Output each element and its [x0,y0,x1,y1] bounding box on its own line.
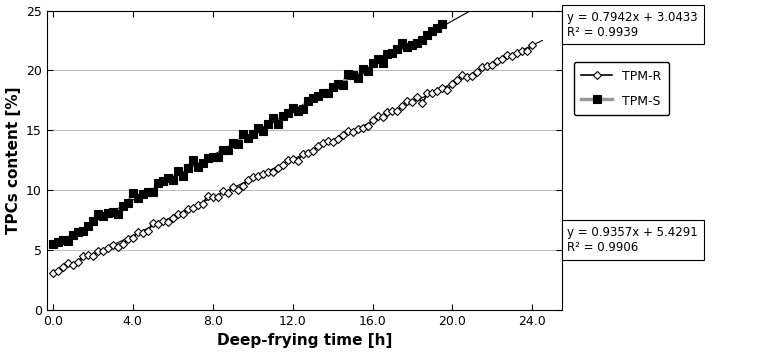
Line: TPM-S: TPM-S [49,20,446,248]
TPM-R [528,42,537,47]
X-axis label: Deep-frying time [h]: Deep-frying time [h] [217,333,392,348]
Text: y = 0.9357x + 5.4291
R² = 0.9906: y = 0.9357x + 5.4291 R² = 0.9906 [568,226,698,254]
TPM-R [83,253,92,257]
Y-axis label: TPCs content [%]: TPCs content [%] [5,86,20,234]
TPM-S [273,121,282,126]
TPM-S [203,156,212,160]
TPM-S [438,22,448,26]
TPM-R [48,270,58,275]
Text: y = 0.7942x + 3.0433
R² = 0.9939: y = 0.7942x + 3.0433 R² = 0.9939 [568,11,698,39]
TPM-R [63,261,73,265]
Legend: TPM-R, TPM-S: TPM-R, TPM-S [574,62,669,115]
TPM-S [143,190,152,194]
TPM-R [418,101,427,105]
TPM-S [153,181,162,185]
TPM-R [173,212,183,216]
TPM-S [208,155,217,159]
TPM-R [288,156,298,161]
TPM-R [323,139,332,143]
TPM-S [48,242,58,246]
Line: TPM-R: TPM-R [50,41,536,276]
TPM-S [333,82,342,86]
